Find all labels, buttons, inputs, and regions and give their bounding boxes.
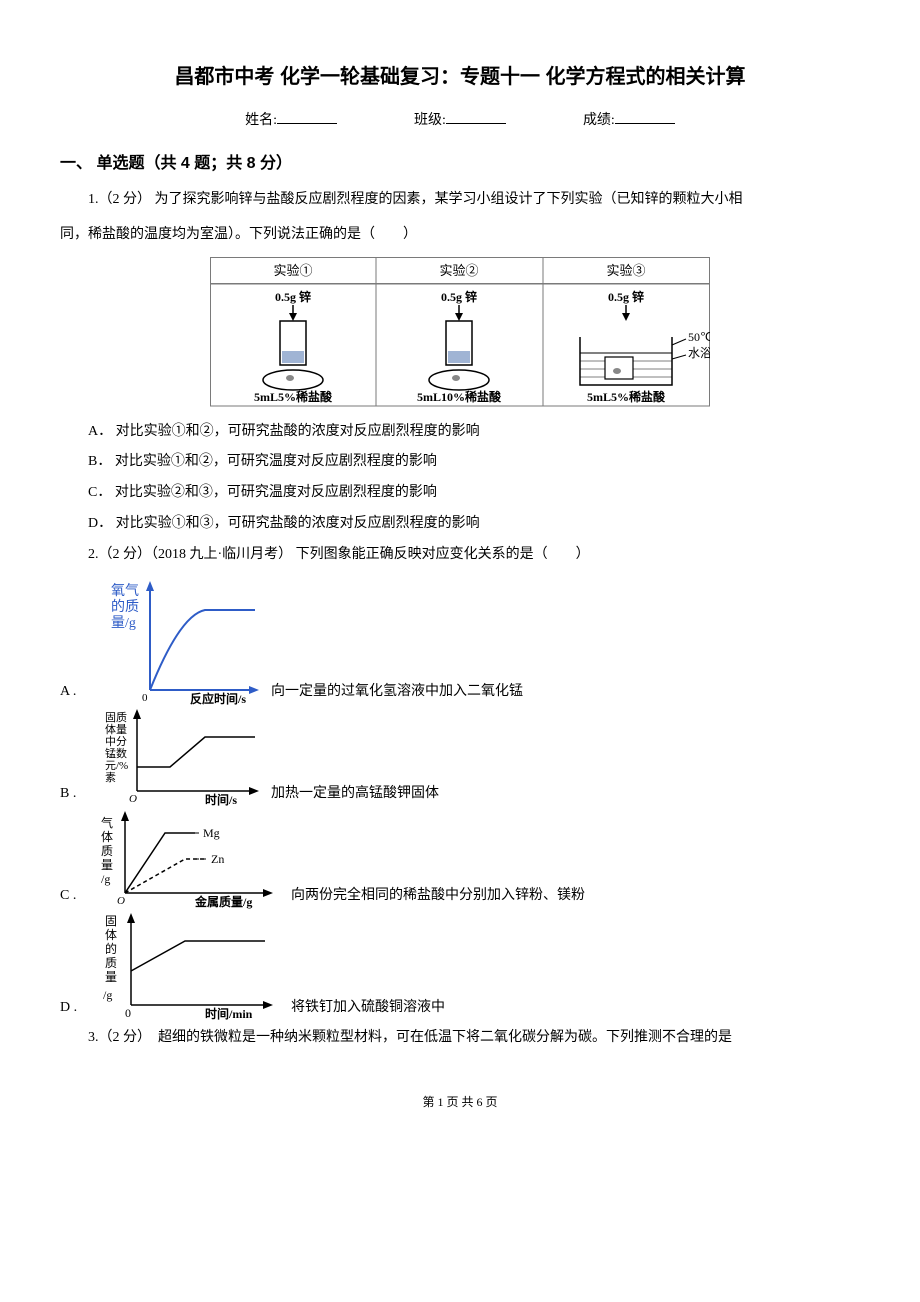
class-label: 班级: [414,113,446,128]
q2-option-b: B . 固质 体量 中分 锰数 元/% 素 O 时间/s 加热一定量的高锰酸钾固… [60,707,860,807]
q2-b-label: B . [60,781,95,806]
q2-a-label: A . [60,679,95,704]
svg-text:/g: /g [101,872,110,886]
q1-option-d: D． 对比实验①和③，可研究盐酸的浓度对反应剧烈程度的影响 [88,509,860,540]
svg-text:的质: 的质 [111,599,139,615]
svg-text:5mL5%稀盐酸: 5mL5%稀盐酸 [254,389,333,404]
svg-text:0: 0 [125,1006,131,1020]
q2-b-chart: 固质 体量 中分 锰数 元/% 素 O 时间/s [95,707,265,807]
svg-text:50℃: 50℃ [688,330,710,344]
name-blank [277,123,337,124]
svg-text:量: 量 [105,970,117,984]
svg-text:/g: /g [103,988,112,1002]
class-blank [446,123,506,124]
svg-text:的: 的 [105,941,117,956]
svg-text:时间/min: 时间/min [205,1006,253,1021]
svg-text:Mg: Mg [203,826,220,840]
q2-b-text: 加热一定量的高锰酸钾固体 [271,781,439,806]
svg-text:量: 量 [101,858,113,872]
q1-option-a: A． 对比实验①和②，可研究盐酸的浓度对反应剧烈程度的影响 [88,417,860,448]
svg-text:固质: 固质 [105,711,127,724]
q2-d-text: 将铁钉加入硫酸铜溶液中 [291,995,445,1020]
svg-text:0.5g 锌: 0.5g 锌 [608,289,644,304]
svg-text:量/g: 量/g [111,615,136,631]
svg-text:实验③: 实验③ [606,263,645,278]
svg-text:氧气: 氧气 [111,583,139,599]
svg-text:实验②: 实验② [439,263,478,278]
svg-text:体: 体 [101,830,113,844]
q2-c-label: C . [60,883,95,908]
info-row: 姓名: 班级: 成绩: [60,109,860,129]
q2-option-c: C . 气 体 质 量 /g Mg Zn O 金属质量/g 向两份完全相同的稀盐… [60,809,860,909]
q2-option-a: A . 氧气 的质 量/g 0 反应时间/s 向一定量的过氧化氢溶液中加入二氧化… [60,575,860,705]
svg-text:0.5g 锌: 0.5g 锌 [441,289,477,304]
svg-text:Zn: Zn [211,852,224,866]
svg-text:锰数: 锰数 [105,746,127,760]
svg-text:水浴: 水浴 [688,346,710,360]
q2-a-text: 向一定量的过氧化氢溶液中加入二氧化锰 [271,679,523,704]
q1-option-c: C． 对比实验②和③，可研究温度对反应剧烈程度的影响 [88,478,860,509]
svg-text:5mL10%稀盐酸: 5mL10%稀盐酸 [417,389,502,404]
q2-c-chart: 气 体 质 量 /g Mg Zn O 金属质量/g [95,809,285,909]
svg-text:金属质量/g: 金属质量/g [194,894,252,909]
score-label: 成绩: [583,113,615,128]
score-blank [615,123,675,124]
svg-text:中分: 中分 [105,735,127,748]
q1-stem-line1: 1.（2 分） 为了探究影响锌与盐酸反应剧烈程度的因素，某学习小组设计了下列实验… [60,185,860,216]
q3-stem: 3.（2 分） 超细的铁微粒是一种纳米颗粒型材料，可在低温下将二氧化碳分解为碳。… [60,1023,860,1054]
page-footer: 第 1 页 共 6 页 [60,1093,860,1110]
svg-text:体量: 体量 [105,722,127,736]
section-heading: 一、 单选题（共 4 题；共 8 分） [60,149,860,173]
svg-text:时间/s: 时间/s [205,792,237,807]
q1-option-b: B． 对比实验①和②，可研究温度对反应剧烈程度的影响 [88,447,860,478]
q2-d-label: D . [60,995,95,1020]
svg-text:实验①: 实验① [273,263,312,278]
svg-text:质: 质 [101,844,113,858]
svg-text:素: 素 [105,771,116,784]
svg-text:体: 体 [105,928,117,942]
svg-text:固: 固 [105,914,117,928]
q2-a-chart: 氧气 的质 量/g 0 反应时间/s [95,575,265,705]
q2-c-text: 向两份完全相同的稀盐酸中分别加入锌粉、镁粉 [291,883,585,908]
svg-text:O: O [117,895,125,907]
q1-stem-line2: 同，稀盐酸的温度均为室温）。下列说法正确的是（ ） [60,220,860,251]
svg-text:0.5g 锌: 0.5g 锌 [275,289,311,304]
svg-text:反应时间/s: 反应时间/s [190,691,246,705]
svg-text:元/%: 元/% [105,760,128,772]
q2-d-chart: 固 体 的 质 量 /g 0 时间/min [95,911,285,1021]
svg-text:气: 气 [101,815,113,830]
svg-text:O: O [129,793,137,805]
q2-option-d: D . 固 体 的 质 量 /g 0 时间/min 将铁钉加入硫酸铜溶液中 [60,911,860,1021]
svg-text:0: 0 [142,692,148,704]
name-label: 姓名: [245,113,277,128]
q1-diagram: 实验① 实验② 实验③ 0.5g 锌 5mL5%稀盐酸 0.5g 锌 5mL10… [210,257,710,407]
page-title: 昌都市中考 化学一轮基础复习：专题十一 化学方程式的相关计算 [60,60,860,89]
svg-text:质: 质 [105,956,117,970]
svg-text:5mL5%稀盐酸: 5mL5%稀盐酸 [587,389,666,404]
q2-stem: 2.（2 分）（2018 九上·临川月考） 下列图象能正确反映对应变化关系的是（… [60,540,860,571]
